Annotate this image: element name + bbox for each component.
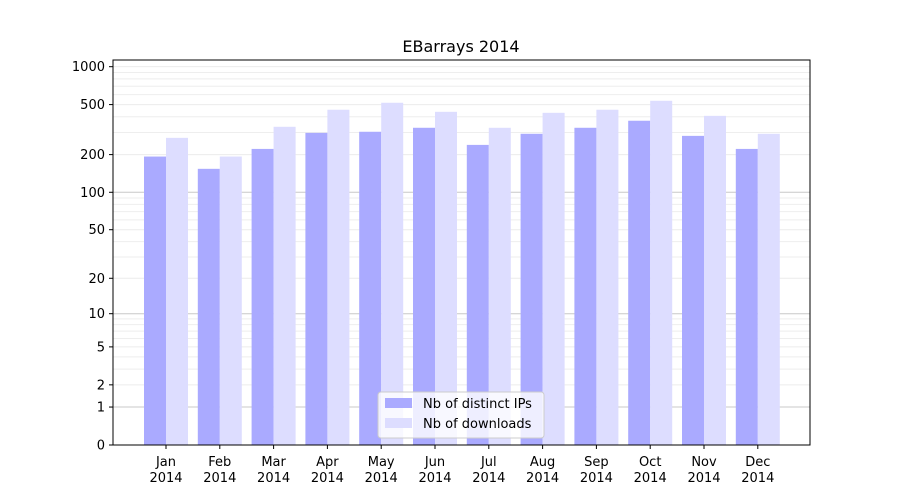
x-tick-label: Feb <box>208 455 231 470</box>
bar-distinct-ips <box>413 127 435 445</box>
legend-box <box>377 391 545 439</box>
x-tick-label: 2014 <box>418 471 451 486</box>
legend-label: Nb of distinct IPs <box>423 397 532 412</box>
bar-downloads <box>166 137 188 445</box>
bar-distinct-ips <box>574 127 597 445</box>
y-tick-label: 200 <box>80 148 105 163</box>
x-tick-label: Dec <box>745 455 770 470</box>
x-tick-label: 2014 <box>365 471 398 486</box>
x-tick-label: Jun <box>424 455 445 470</box>
legend-label: Nb of downloads <box>423 417 532 432</box>
y-tick-label: 10 <box>88 307 105 322</box>
bar-distinct-ips <box>682 135 704 445</box>
x-tick-label: Oct <box>639 455 661 470</box>
y-tick-label: 2 <box>97 378 105 393</box>
bar-distinct-ips <box>359 131 382 445</box>
x-tick-label: 2014 <box>257 471 290 486</box>
x-tick-label: 2014 <box>741 471 774 486</box>
bar-distinct-ips <box>466 144 489 445</box>
bar-downloads <box>704 115 726 445</box>
bar-distinct-ips <box>735 148 758 446</box>
x-tick-label: 2014 <box>580 471 613 486</box>
bar-distinct-ips <box>628 120 651 445</box>
x-tick-label: Jul <box>480 455 497 470</box>
x-tick-label: 2014 <box>634 471 667 486</box>
x-tick-label: May <box>368 455 395 470</box>
x-tick-label: Jan <box>155 455 176 470</box>
x-tick-label: 2014 <box>311 471 344 486</box>
bar-distinct-ips <box>197 168 220 445</box>
bar-downloads <box>650 100 673 445</box>
chart-title: EBarrays 2014 <box>402 37 519 56</box>
x-tick-label: Aug <box>530 455 555 470</box>
x-tick-label: Apr <box>316 455 339 470</box>
x-tick-label: Sep <box>584 455 609 470</box>
bar-downloads <box>757 133 780 445</box>
bar-distinct-ips <box>251 148 274 446</box>
bar-downloads <box>435 111 457 445</box>
y-tick-label: 5 <box>97 340 105 355</box>
y-tick-label: 50 <box>88 223 105 238</box>
bar-downloads <box>327 109 350 446</box>
bar-downloads <box>542 112 565 445</box>
legend-swatch <box>385 418 412 428</box>
y-tick-label: 1000 <box>72 60 105 75</box>
x-axis: Jan2014Feb2014Mar2014Apr2014May2014Jun20… <box>149 445 774 486</box>
x-tick-label: 2014 <box>203 471 236 486</box>
y-tick-label: 500 <box>80 98 105 113</box>
y-tick-label: 1 <box>97 401 105 416</box>
x-tick-label: 2014 <box>526 471 559 486</box>
bar-downloads <box>381 102 404 446</box>
x-tick-label: 2014 <box>687 471 720 486</box>
x-tick-label: Nov <box>691 455 717 470</box>
legend: Nb of distinct IPs Nb of downloads <box>377 391 545 439</box>
y-tick-label: 100 <box>80 186 105 201</box>
bar-downloads <box>596 109 619 446</box>
y-tick-label: 20 <box>88 272 105 287</box>
bar-downloads <box>219 156 242 445</box>
x-tick-label: 2014 <box>149 471 182 486</box>
bars <box>144 100 780 446</box>
axes-frame <box>112 59 811 446</box>
bar-distinct-ips <box>305 132 328 445</box>
bar-downloads <box>273 126 296 446</box>
bar-downloads <box>488 127 511 445</box>
x-tick-label: 2014 <box>472 471 505 486</box>
legend-swatch <box>385 398 412 408</box>
bar-distinct-ips <box>144 156 166 445</box>
y-axis: 0 1 2 5 10 20 50 100 200 500 1000 <box>72 60 113 454</box>
y-tick-label: 0 <box>97 439 105 454</box>
x-tick-label: Mar <box>261 455 286 470</box>
bar-distinct-ips <box>520 133 543 445</box>
